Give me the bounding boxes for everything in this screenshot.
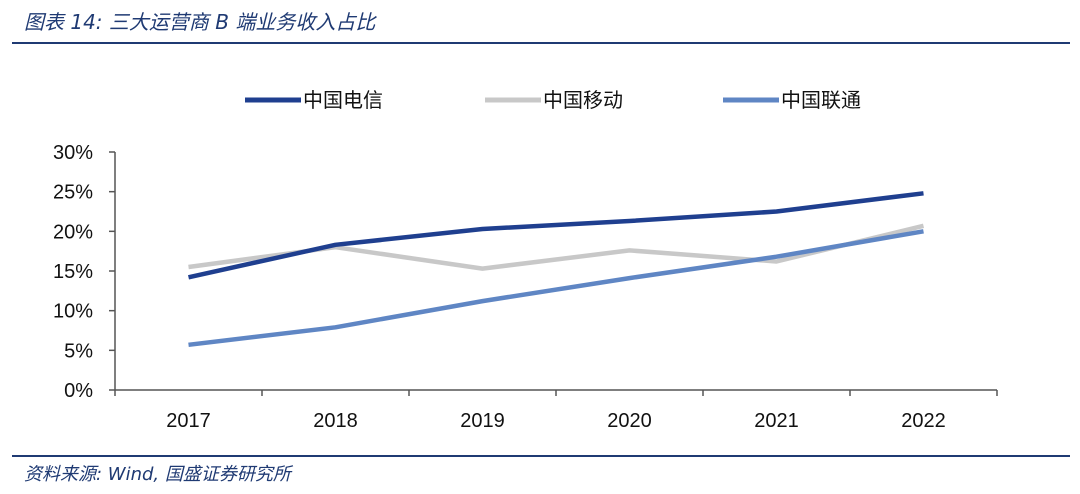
header-rule (12, 42, 1070, 44)
x-tick-label: 2018 (313, 410, 358, 432)
x-tick-label: 2021 (754, 410, 799, 432)
legend-label: 中国移动 (543, 88, 623, 112)
y-tick-label: 25% (53, 182, 93, 204)
footer-rule (12, 455, 1070, 457)
y-tick-label: 10% (53, 301, 93, 323)
legend-label: 中国电信 (303, 88, 383, 112)
figure-header: 图表 14: 三大运营商 B 端业务收入占比 (0, 0, 1080, 44)
y-tick-label: 5% (64, 340, 93, 362)
y-tick-label: 20% (53, 221, 93, 243)
y-tick-label: 0% (64, 380, 93, 402)
series-line (188, 223, 925, 271)
figure-title: 图表 14: 三大运营商 B 端业务收入占比 (24, 10, 376, 34)
series-line (188, 191, 924, 280)
x-tick-label: 2020 (607, 410, 652, 432)
x-tick-label: 2019 (460, 410, 505, 432)
series-line (188, 229, 924, 348)
x-tick-label: 2017 (166, 410, 211, 432)
y-tick-label: 15% (53, 261, 93, 283)
y-tick-label: 30% (53, 142, 93, 164)
source-note: 资料来源: Wind, 国盛证券研究所 (24, 464, 291, 485)
legend-label: 中国联通 (781, 88, 861, 112)
x-tick-label: 2022 (901, 410, 946, 432)
